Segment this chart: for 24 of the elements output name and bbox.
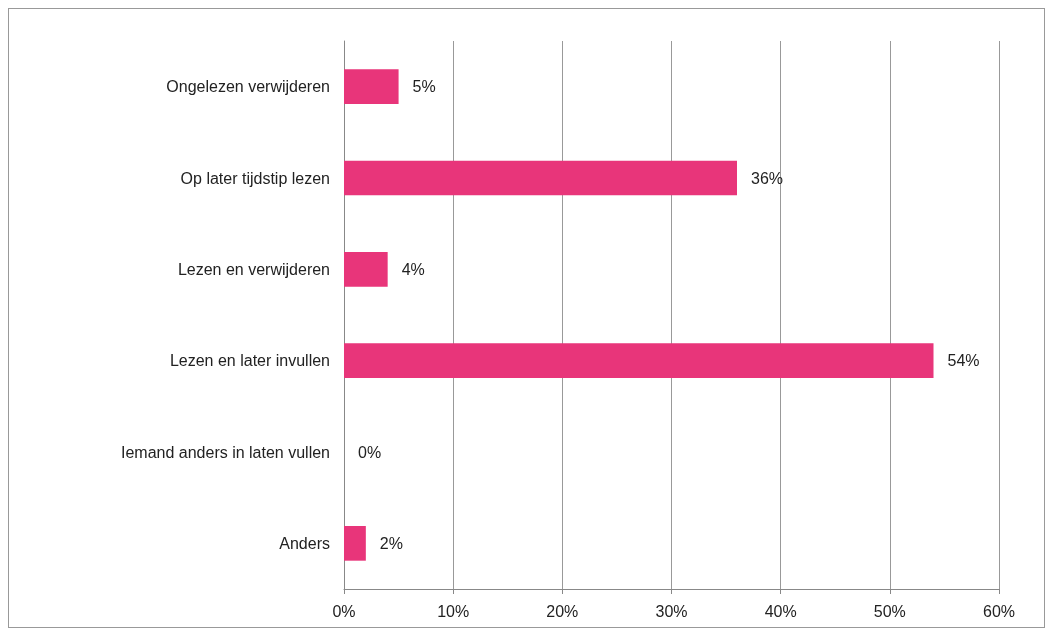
x-tick-label: 50% <box>873 602 906 620</box>
data-label: 54% <box>947 352 980 370</box>
y-tick-label: Lezen en verwijderen <box>177 260 330 278</box>
bar <box>344 343 934 379</box>
y-tick-label: Anders <box>279 534 330 552</box>
bar <box>344 160 737 196</box>
x-tick-label: 0% <box>332 602 356 620</box>
y-tick-label: Ongelezen verwijderen <box>166 78 330 96</box>
x-tick-label: 60% <box>982 602 1016 620</box>
x-tick-label: 10% <box>437 602 470 620</box>
y-tick-label: Lezen en later invullen <box>169 352 330 370</box>
data-label: 2% <box>379 534 403 552</box>
x-tick-label: 40% <box>764 602 797 620</box>
y-tick-label: Op later tijdstip lezen <box>180 169 330 187</box>
data-label: 0% <box>358 443 382 461</box>
bar <box>344 251 388 287</box>
data-label: 5% <box>412 78 436 96</box>
bar <box>344 525 366 561</box>
bar <box>344 69 399 105</box>
data-label: 36% <box>751 169 784 187</box>
x-tick-label: 30% <box>655 602 688 620</box>
x-tick-label: 20% <box>546 602 579 620</box>
y-tick-label: Iemand anders in laten vullen <box>120 443 330 461</box>
data-label: 4% <box>401 260 425 278</box>
